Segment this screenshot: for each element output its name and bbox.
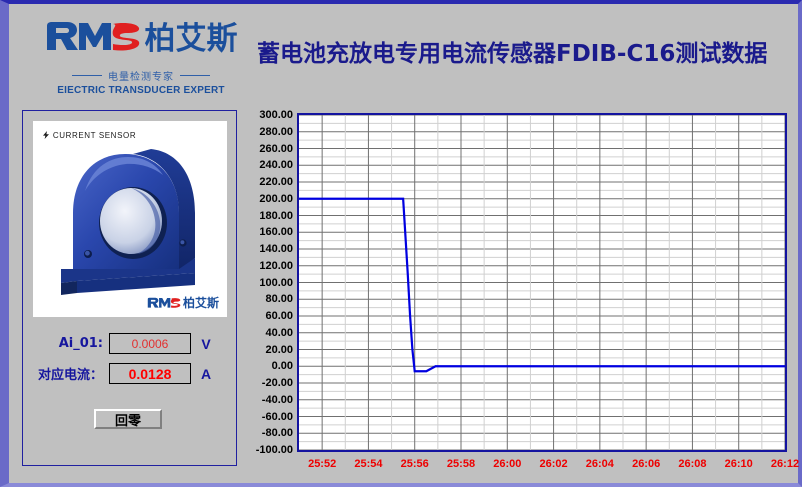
photo-caption-text: CURRENT SENSOR bbox=[52, 131, 137, 140]
photo-caption: CURRENT SENSOR bbox=[43, 131, 136, 140]
y-axis-tick-label: -40.00 bbox=[261, 393, 293, 406]
page-title: 蓄电池充放电专用电流传感器FDIB-C16测试数据 bbox=[257, 41, 768, 67]
readout-voltage: Ai_01: 0.0006 V bbox=[31, 333, 230, 354]
y-axis-tick-label: 300.00 bbox=[259, 109, 293, 121]
brand-name-cn: 柏艾斯 bbox=[144, 21, 238, 57]
y-axis-tick-label: 80.00 bbox=[265, 293, 293, 306]
readout-current-value: 0.0128 bbox=[128, 365, 172, 382]
y-axis-labels: 300.00 280.00 260.00 240.00 220.00 200.00 180.… bbox=[245, 108, 295, 456]
readout-voltage-unit: V bbox=[201, 335, 211, 352]
x-axis-tick-label: 26:12 bbox=[770, 458, 800, 470]
rms-watermark-icon bbox=[147, 297, 181, 308]
y-axis-tick-label: 60.00 bbox=[265, 310, 293, 322]
tagline-cn-row: 电量检测专家 bbox=[41, 68, 241, 83]
y-axis-tick-label: 160.00 bbox=[259, 226, 293, 239]
y-axis-tick-label: 120.00 bbox=[259, 259, 293, 272]
x-axis-tick-label: 26:06 bbox=[632, 458, 661, 470]
plot-area[interactable] bbox=[297, 113, 787, 452]
tagline-rule-right bbox=[180, 75, 210, 76]
chart: 300.00 280.00 260.00 240.00 220.00 200.00 180.… bbox=[245, 108, 799, 478]
y-axis-tick-label: 100.00 bbox=[259, 276, 293, 289]
header: 柏艾斯 电量检测专家 EIECTRIC TRANSDUCER EXPERT 蓄电… bbox=[9, 4, 798, 96]
company-logo: 柏艾斯 电量检测专家 EIECTRIC TRANSDUCER EXPERT bbox=[41, 20, 241, 96]
tagline-en: EIECTRIC TRANSDUCER EXPERT bbox=[57, 85, 225, 96]
y-axis-tick-label: -60.00 bbox=[261, 410, 293, 423]
x-axis-labels: 25:52 25:54 25:56 25:58 26:00 26:02 26:04 26:06… bbox=[297, 456, 799, 476]
tagline-rule-left bbox=[72, 75, 102, 76]
y-axis-tick-label: 140.00 bbox=[259, 243, 293, 255]
x-axis-tick-label: 26:08 bbox=[678, 458, 707, 470]
y-axis-tick-label: 40.00 bbox=[265, 326, 293, 339]
readout-current: 对应电流： 0.0128 A bbox=[31, 363, 230, 384]
x-axis-tick-label: 26:00 bbox=[493, 458, 522, 470]
readout-current-unit: A bbox=[200, 365, 212, 382]
y-axis-tick-label: -80.00 bbox=[261, 427, 293, 440]
photo-watermark: 柏艾斯 bbox=[147, 294, 219, 311]
x-axis-tick-label: 26:04 bbox=[585, 458, 614, 470]
y-axis-tick-label: 280.00 bbox=[259, 125, 293, 138]
y-axis-tick-label: 180.00 bbox=[259, 209, 293, 222]
data-series-line bbox=[299, 197, 785, 373]
photo-watermark-brand: 柏艾斯 bbox=[182, 296, 219, 310]
y-axis-tick-label: -20.00 bbox=[261, 377, 293, 389]
rms-logo-icon bbox=[45, 20, 141, 59]
x-axis-tick-label: 25:52 bbox=[308, 458, 337, 470]
readout-voltage-label: Ai_01: bbox=[58, 336, 103, 351]
lightning-bolt-icon bbox=[43, 131, 49, 139]
x-axis-tick-label: 26:10 bbox=[724, 458, 753, 470]
readout-current-field[interactable]: 0.0128 bbox=[109, 363, 191, 384]
x-axis-tick-label: 26:02 bbox=[539, 458, 568, 470]
tagline-cn: 电量检测专家 bbox=[108, 72, 174, 83]
y-axis-tick-label: 220.00 bbox=[259, 176, 293, 188]
y-axis-tick-label: 240.00 bbox=[259, 159, 293, 172]
y-axis-tick-label: 200.00 bbox=[259, 192, 293, 205]
x-axis-tick-label: 25:56 bbox=[400, 458, 429, 470]
readout-current-label: 对应电流： bbox=[37, 368, 103, 383]
window-client-area: 柏艾斯 电量检测专家 EIECTRIC TRANSDUCER EXPERT 蓄电… bbox=[9, 4, 799, 483]
left-panel: CURRENT SENSOR 柏艾斯 Ai_01: 0.0006 V 对应电流：… bbox=[22, 110, 237, 466]
y-axis-tick-label: 20.00 bbox=[265, 343, 293, 356]
x-axis-tick-label: 25:54 bbox=[354, 458, 383, 470]
plot-gridlines bbox=[299, 115, 785, 450]
series-ai_01-current bbox=[299, 197, 785, 373]
readout-voltage-field[interactable]: 0.0006 bbox=[109, 333, 191, 354]
y-axis-tick-label: 260.00 bbox=[259, 142, 293, 155]
y-axis-tick-label: -100.00 bbox=[255, 444, 293, 456]
current-sensor-image bbox=[33, 121, 227, 317]
readout-voltage-value: 0.0006 bbox=[131, 336, 169, 351]
product-photo: CURRENT SENSOR 柏艾斯 bbox=[33, 121, 227, 317]
x-axis-tick-label: 25:58 bbox=[446, 458, 476, 470]
reset-zero-button[interactable]: 回零 bbox=[94, 409, 162, 429]
y-axis-tick-label: 0.00 bbox=[271, 360, 293, 373]
